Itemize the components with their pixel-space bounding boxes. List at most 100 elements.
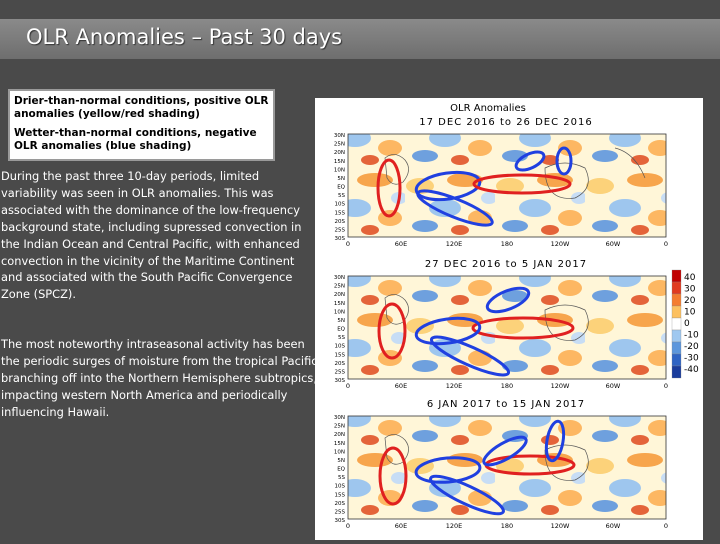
lon-tick-label: 60W: [606, 522, 621, 530]
lon-tick-label: 180: [501, 240, 513, 248]
lat-tick-label: 10S: [335, 344, 346, 350]
wet-outline: [416, 189, 494, 227]
lon-tick-label: 0: [346, 522, 350, 530]
colorbar-swatch: [671, 329, 682, 343]
lat-tick-label: 10N: [334, 449, 345, 455]
lat-tick-label: 20S: [335, 361, 346, 367]
lat-tick-label: 20N: [334, 150, 345, 156]
figure-main-title: OLR Anomalies: [450, 103, 526, 114]
lat-tick-label: 30N: [334, 133, 345, 139]
legend-box: Drier-than-normal conditions, positive O…: [8, 89, 275, 161]
colorbar-label: 30: [684, 285, 696, 295]
lon-tick-label: 120W: [551, 240, 570, 248]
legend-wet-text: Wetter-than-normal conditions, negative …: [14, 127, 257, 152]
lat-tick-label: 5S: [338, 193, 345, 199]
olr-maps-svg: OLR Anomalies 17 DEC 2016 to 26 DEC 2016…: [334, 103, 699, 530]
colorbar-label: -10: [684, 331, 699, 341]
panel-2-period: 27 DEC 2016 to 5 JAN 2017: [425, 259, 587, 270]
lat-tick-label: 15N: [334, 301, 345, 307]
panel-1-map: 30N 25N 20N 15N 10N 5N EQ 5S 10S 15S 20S 25S 30S 0 60…: [334, 133, 668, 248]
dry-outline: [376, 158, 402, 218]
lat-tick-label: 5S: [338, 475, 345, 481]
wet-outline: [555, 146, 573, 176]
lon-tick-label: 0: [664, 522, 668, 530]
lat-tick-label: 10N: [334, 167, 345, 173]
lat-tick-label: EQ: [337, 185, 345, 191]
wet-outline: [429, 474, 505, 516]
lat-tick-label: 5N: [337, 318, 345, 324]
colorbar-swatch: [671, 365, 682, 379]
colorbar-label: 10: [684, 308, 696, 318]
panel-3-map: 30N 25N 20N 15N 10N 5N EQ 5S 10S 15S 20S 25S 30S 0 60…: [334, 415, 668, 530]
lat-tick-label: 10S: [335, 202, 346, 208]
colorbar-swatch: [671, 353, 682, 367]
lat-tick-label: 30N: [334, 275, 345, 281]
lon-tick-label: 60W: [606, 382, 621, 390]
lat-tick-label: 10S: [335, 484, 346, 490]
legend-dry-text: Drier-than-normal conditions, positive O…: [14, 95, 269, 120]
wet-outline: [485, 286, 531, 314]
lat-tick-label: 30S: [335, 518, 346, 524]
lat-tick-label: 5N: [337, 176, 345, 182]
wet-outline: [514, 150, 546, 172]
wet-outline: [414, 456, 482, 484]
lon-tick-label: 0: [346, 240, 350, 248]
dry-outline: [378, 446, 408, 506]
wet-outline: [429, 335, 511, 377]
title-bar: [0, 19, 720, 59]
colorbar-swatch: [671, 305, 682, 319]
lon-tick-label: 120E: [446, 522, 463, 530]
lon-tick-label: 0: [664, 382, 668, 390]
lat-tick-label: 25S: [335, 369, 346, 375]
lat-tick-label: 15S: [335, 492, 346, 498]
lat-tick-label: 15S: [335, 210, 346, 216]
colorbar-swatch: [671, 293, 682, 307]
lat-tick-label: 15S: [335, 352, 346, 358]
panel-3-period: 6 JAN 2017 to 15 JAN 2017: [427, 399, 585, 410]
colorbar-swatch: [671, 281, 682, 295]
colorbar-swatch: [671, 317, 682, 331]
body-paragraph-2: The most noteworthy intraseasonal activi…: [1, 337, 318, 419]
lat-tick-label: 5S: [338, 335, 345, 341]
colorbar-label: 40: [684, 273, 696, 283]
colorbar-label: -40: [684, 365, 699, 375]
lat-tick-label: 20S: [335, 219, 346, 225]
colorbar-label: 0: [684, 319, 690, 329]
lat-tick-label: 30S: [335, 378, 346, 384]
lon-tick-label: 120E: [446, 240, 463, 248]
lon-tick-label: 180: [501, 382, 513, 390]
colorbar-swatch: [671, 341, 682, 355]
lon-tick-label: 60W: [606, 240, 621, 248]
lon-tick-label: 0: [346, 382, 350, 390]
lat-tick-label: 20S: [335, 501, 346, 507]
lat-tick-label: 10N: [334, 309, 345, 315]
lat-tick-label: 20N: [334, 292, 345, 298]
lat-tick-label: 25N: [334, 424, 345, 430]
lat-tick-label: 25N: [334, 284, 345, 290]
lon-tick-label: 120E: [446, 382, 463, 390]
colorbar-label: -20: [684, 342, 699, 352]
dry-outline: [472, 173, 572, 195]
panel-1-period: 17 DEC 2016 to 26 DEC 2016: [419, 117, 592, 128]
slide-title: OLR Anomalies – Past 30 days: [26, 25, 343, 49]
colorbar-label: 20: [684, 296, 696, 306]
olr-anomaly-figure: OLR Anomalies 17 DEC 2016 to 26 DEC 2016…: [315, 98, 703, 540]
lon-tick-label: 60E: [395, 382, 407, 390]
lat-tick-label: 25S: [335, 227, 346, 233]
lat-tick-label: 5N: [337, 458, 345, 464]
wet-outline: [482, 435, 528, 467]
lon-tick-label: 60E: [395, 240, 407, 248]
wet-outline: [414, 170, 482, 202]
lat-tick-label: 25S: [335, 509, 346, 515]
lat-tick-label: 30S: [335, 236, 346, 242]
body-paragraph-1: During the past three 10-day periods, li…: [1, 169, 302, 302]
lat-tick-label: 15N: [334, 441, 345, 447]
lat-tick-label: EQ: [337, 467, 345, 473]
wet-outline: [414, 316, 482, 346]
lon-tick-label: 180: [501, 522, 513, 530]
colorbar-label: -30: [684, 354, 699, 364]
lat-tick-label: 25N: [334, 142, 345, 148]
lon-tick-label: 0: [664, 240, 668, 248]
lon-tick-label: 120W: [551, 522, 570, 530]
